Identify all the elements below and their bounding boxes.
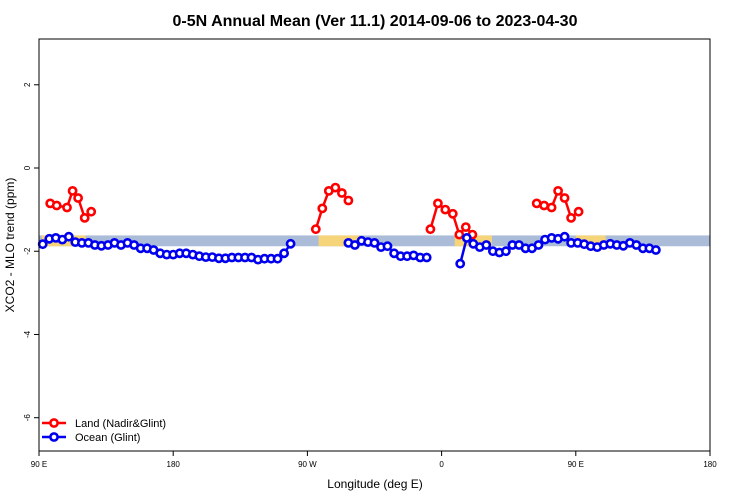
y-tick-label-2: -2 — [23, 247, 32, 255]
land-point-14 — [432, 198, 443, 209]
plot-frame — [38, 38, 711, 452]
y-tick-label-3: -4 — [23, 330, 32, 338]
y-axis-label: XCO2 - MLO trend (ppm) — [3, 178, 17, 313]
ocean-point-64 — [533, 240, 544, 250]
series-points — [37, 182, 661, 269]
legend-marker-0 — [49, 418, 59, 428]
x-tick-label-3: 0 — [439, 460, 444, 469]
ocean-point-59 — [500, 246, 511, 257]
x-tick-label-0: 90 E — [31, 460, 47, 469]
land-point-23 — [553, 185, 563, 196]
y-tick-label-1: 0 — [23, 165, 32, 170]
land-point-1 — [51, 200, 62, 211]
ocean-point-51 — [421, 252, 432, 263]
land-point-17 — [454, 229, 465, 240]
land-point-25 — [566, 212, 576, 223]
land-point-18 — [460, 222, 471, 232]
x-axis-ticks: 90 E 180 90 W 0 90 E 180 — [31, 451, 717, 469]
land-point-24 — [559, 193, 570, 203]
ocean-point-36 — [272, 253, 283, 264]
land-point-26 — [573, 206, 584, 217]
ocean-point-68 — [559, 231, 570, 242]
chart-title: 0-5N Annual Mean (Ver 11.1) 2014-09-06 t… — [173, 13, 578, 30]
x-axis-label: Longitude (deg E) — [327, 477, 422, 491]
ocean-point-4 — [63, 231, 74, 242]
x-tick-label-2: 90 W — [298, 460, 317, 469]
ocean-point-56 — [481, 240, 492, 250]
land-point-10 — [330, 182, 341, 193]
x-tick-label-4: 90 E — [568, 460, 584, 469]
land-point-13 — [425, 224, 436, 235]
land-point-12 — [343, 195, 354, 206]
land-point-15 — [440, 204, 451, 215]
land-point-5 — [79, 212, 90, 223]
ocean-point-52 — [455, 258, 466, 269]
land-point-16 — [447, 208, 458, 219]
y-tick-label-0: 2 — [23, 82, 32, 87]
land-point-2 — [62, 202, 72, 213]
legend-marker-1 — [49, 432, 59, 442]
ocean-point-45 — [382, 241, 393, 252]
land-point-22 — [546, 202, 557, 213]
plot-area — [37, 38, 711, 452]
ocean-point-53 — [461, 232, 472, 243]
legend-label-1: Ocean (Glint) — [75, 432, 140, 444]
x-tick-label-5: 180 — [703, 460, 717, 469]
ocean-point-37 — [279, 248, 289, 259]
legend-label-0: Land (Nadir&Glint) — [75, 418, 166, 430]
land-point-11 — [336, 188, 347, 198]
y-axis-ticks: 2 0 -2 -4 -6 — [23, 82, 39, 421]
ocean-point-40 — [349, 240, 360, 250]
ocean-point-82 — [651, 245, 661, 255]
ocean-point-43 — [369, 237, 380, 248]
land-point-3 — [67, 185, 78, 196]
land-band-3 — [575, 235, 606, 247]
land-point-7 — [310, 224, 321, 235]
land-point-8 — [317, 203, 328, 214]
land-point-21 — [539, 200, 549, 211]
land-band-1 — [318, 235, 360, 247]
x-tick-label-1: 180 — [167, 460, 181, 469]
ocean-point-0 — [37, 239, 48, 250]
land-point-6 — [86, 206, 97, 217]
land-point-4 — [73, 193, 83, 203]
y-tick-label-4: -6 — [23, 414, 32, 422]
legend: Land (Nadir&Glint) Ocean (Glint) — [42, 418, 166, 444]
ocean-point-38 — [285, 238, 296, 249]
